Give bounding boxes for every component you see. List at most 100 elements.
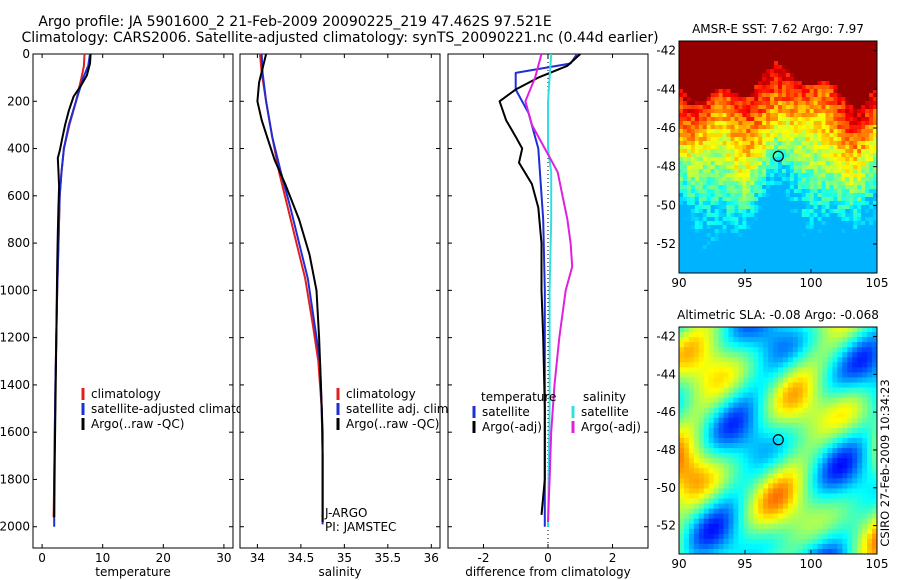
map-cell — [837, 109, 842, 114]
map-cell — [857, 237, 862, 242]
map-cell — [743, 377, 749, 383]
map-cell — [758, 205, 763, 210]
map-cell — [849, 185, 854, 190]
map-cell — [845, 85, 850, 90]
map-cell — [857, 523, 863, 530]
map-cell — [770, 193, 775, 198]
map-cell — [706, 73, 712, 78]
map-cell — [801, 101, 807, 106]
map-cell — [837, 185, 842, 190]
map-cell — [758, 225, 763, 230]
map-cell — [748, 503, 754, 509]
map-cell — [774, 65, 779, 70]
map-cell — [718, 57, 723, 62]
map-cell — [702, 41, 708, 46]
map-cell — [688, 548, 695, 555]
map-cell — [738, 185, 743, 190]
map-cell — [718, 427, 724, 434]
map-cell — [862, 443, 868, 449]
map-cell — [809, 73, 815, 78]
map-cell — [694, 145, 700, 150]
map-cell — [797, 165, 803, 170]
x-tick-label: 100 — [800, 557, 823, 571]
map-cell — [872, 412, 878, 419]
map-cell — [869, 169, 874, 174]
map-cell — [754, 101, 759, 106]
map-cell — [837, 533, 843, 540]
map-cell — [781, 157, 787, 162]
map-cell — [793, 213, 799, 218]
map-cell — [738, 141, 743, 146]
map-cell — [861, 77, 866, 82]
map-cell — [809, 233, 815, 238]
map-cell — [781, 257, 787, 262]
map-cell — [773, 513, 779, 520]
map-cell — [797, 157, 803, 162]
map-cell — [782, 538, 789, 545]
map-cell — [762, 65, 767, 70]
map-cell — [738, 189, 743, 194]
map-cell — [822, 327, 828, 333]
map-cell — [847, 458, 853, 464]
map-cell — [733, 367, 739, 373]
panel-salinity: 34 34.5 35 35.5 36salinityclimatologysatelli… — [239, 53, 452, 579]
map-cell — [683, 498, 690, 504]
map-cell — [793, 165, 799, 170]
map-cell — [841, 109, 846, 114]
map-cell — [781, 201, 787, 206]
map-cell — [822, 453, 828, 459]
map-cell — [785, 157, 791, 162]
map-cell — [832, 362, 838, 368]
map-cell — [738, 337, 744, 343]
map-cell — [802, 347, 809, 353]
map-cell — [734, 213, 739, 218]
map-cell — [865, 225, 870, 230]
map-cell — [805, 101, 811, 106]
map-cell — [787, 513, 794, 520]
map-cell — [742, 73, 747, 78]
map-cell — [722, 173, 727, 178]
map-cell — [872, 437, 878, 444]
map-cell — [797, 478, 804, 484]
map-cell — [873, 237, 878, 242]
map-cell — [822, 538, 828, 545]
map-cell — [722, 245, 727, 250]
map-cell — [793, 77, 799, 82]
map-cell — [750, 241, 755, 246]
map-cell — [853, 53, 858, 58]
map-cell — [742, 133, 747, 138]
map-cell — [827, 488, 833, 494]
map-cell — [773, 458, 779, 464]
map-cell — [726, 121, 731, 126]
map-cell — [753, 412, 759, 419]
map-cell — [827, 372, 833, 378]
map-cell — [758, 133, 763, 138]
map-cell — [708, 422, 715, 429]
map-cell — [852, 548, 858, 555]
map-cell — [821, 181, 826, 186]
map-cell — [698, 93, 704, 98]
map-cell — [686, 77, 692, 82]
map-cell — [763, 437, 769, 444]
map-cell — [847, 332, 853, 338]
map-cell — [852, 458, 858, 464]
map-cell — [718, 528, 724, 535]
map-cell — [746, 157, 751, 162]
map-cell — [852, 332, 858, 338]
map-cell — [817, 392, 823, 399]
map-cell — [829, 173, 834, 178]
map-cell — [847, 513, 853, 520]
map-cell — [801, 69, 807, 74]
map-cell — [726, 97, 731, 102]
map-cell — [841, 245, 846, 250]
map-cell — [865, 217, 870, 222]
map-cell — [738, 165, 743, 170]
map-cell — [682, 113, 688, 118]
map-cell — [787, 453, 794, 459]
map-cell — [849, 257, 854, 262]
map-cell — [723, 473, 729, 479]
map-cell — [869, 73, 874, 78]
map-cell — [722, 269, 727, 274]
map-cell — [793, 45, 799, 50]
map-cell — [801, 189, 807, 194]
